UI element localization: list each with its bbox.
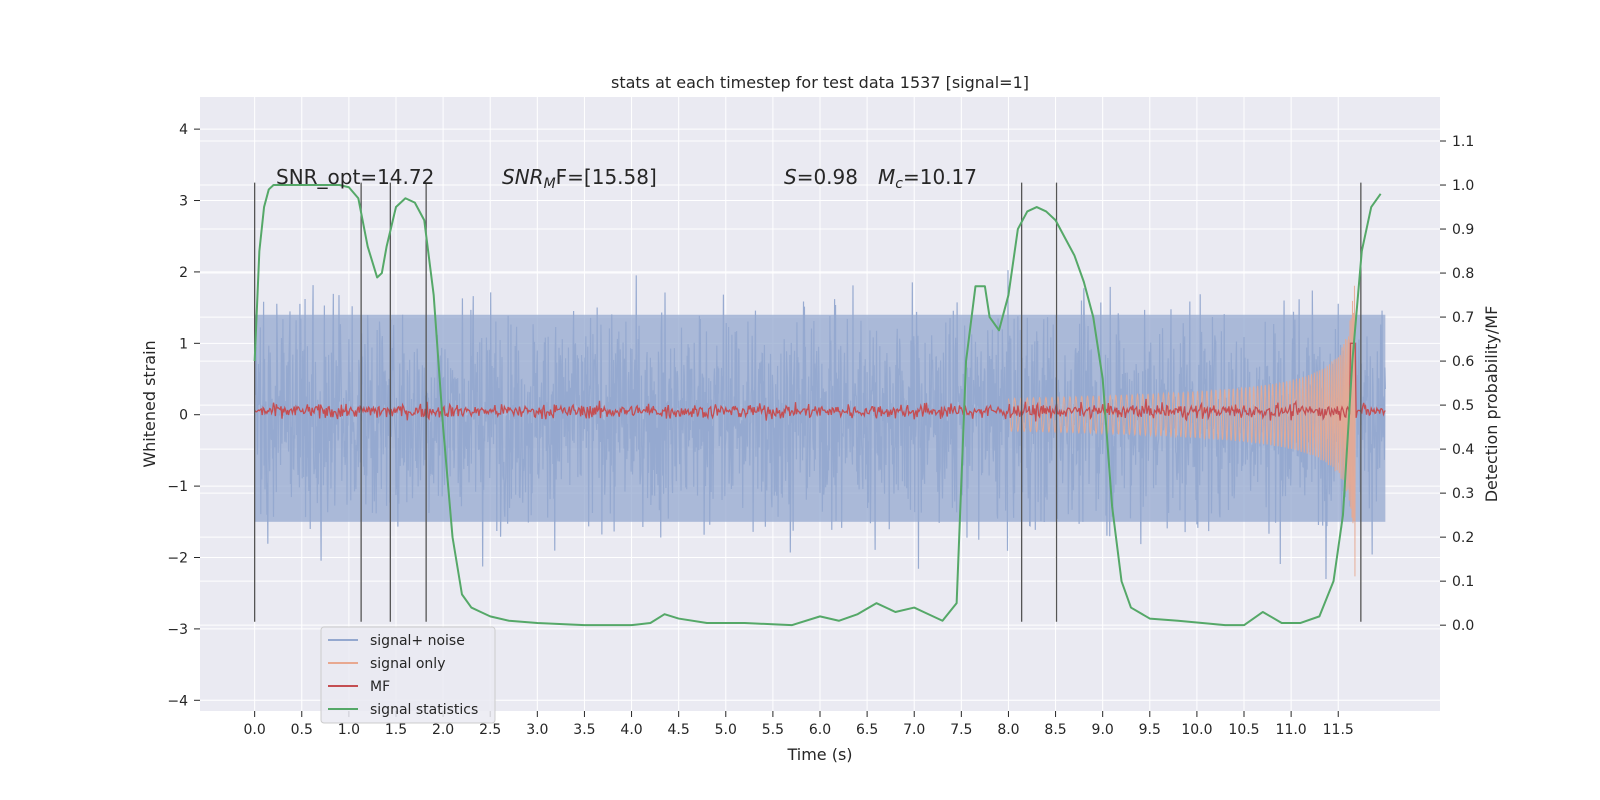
x-tick-label: 6.5 (856, 722, 878, 738)
y-tick-label-left: 2 (179, 265, 188, 281)
y-tick-label-left: 1 (179, 336, 188, 352)
x-tick-label: 4.5 (668, 722, 690, 738)
y-axis-label-right: Detection probability/MF (1482, 306, 1501, 503)
x-tick-label: 6.0 (809, 722, 831, 738)
y-tick-label-right: 1.0 (1452, 178, 1474, 194)
y-tick-label-left: 3 (179, 194, 188, 210)
signal-statistics-line (253, 184, 1382, 627)
right-y-axis-ticks: 1.1 1.0 0.9 0.8 0.7 0.6 0.5 0.4 0.3 0.2 0.1 0.0 (1440, 134, 1474, 634)
y-tick-label-right: 0.8 (1452, 266, 1474, 282)
vertical-markers (254, 182, 1362, 622)
signal-only-series (1007, 285, 1356, 577)
left-y-axis-ticks: 4 3 2 1 0 −1 −2 −3 −4 (167, 122, 200, 709)
legend-box (320, 626, 496, 724)
x-tick-label: 8.0 (997, 722, 1019, 738)
annotation-snr-mf: SNRMF=[15.58] (502, 165, 657, 192)
y-tick-label-right: 0.1 (1452, 574, 1474, 590)
x-tick-label: 1.5 (385, 722, 407, 738)
x-tick-label: 0.0 (244, 722, 266, 738)
x-tick-label: 11.5 (1323, 722, 1354, 738)
y-tick-label-left: −3 (167, 622, 188, 638)
x-tick-label: 5.5 (762, 722, 784, 738)
y-tick-label-left: −1 (167, 479, 188, 495)
x-tick-label: 8.5 (1044, 722, 1066, 738)
x-tick-label: 2.0 (432, 722, 454, 738)
x-tick-label: 9.0 (1092, 722, 1114, 738)
mf-line (254, 342, 1386, 422)
x-tick-label: 1.0 (338, 722, 360, 738)
x-axis-ticks: 0.0 0.5 1.0 1.5 2.0 2.5 3.0 3.5 4.0 4.5 5.0 5.5 6.0 6… (244, 711, 1354, 738)
y-tick-label-left: −2 (167, 551, 188, 567)
x-tick-label: 7.5 (950, 722, 972, 738)
signal-statistics-series (253, 184, 1382, 627)
y-tick-label-right: 0.4 (1452, 442, 1474, 458)
x-axis-label: Time (s) (786, 745, 852, 764)
x-tick-label: 4.0 (620, 722, 642, 738)
x-tick-label: 10.5 (1228, 722, 1259, 738)
chart-title: stats at each timestep for test data 153… (611, 73, 1029, 92)
y-tick-label-left: 0 (179, 408, 188, 424)
x-tick-label: 3.0 (526, 722, 548, 738)
legend-label-signal-statistics: signal statistics (370, 702, 478, 718)
y-tick-label-left: −4 (167, 693, 188, 709)
y-tick-label-right: 0.7 (1452, 310, 1474, 326)
legend-label-mf: MF (370, 679, 390, 695)
y-tick-label-right: 0.9 (1452, 222, 1474, 238)
y-tick-label-right: 0.6 (1452, 354, 1474, 370)
legend: signal+ noise signal only MF signal stat… (320, 626, 496, 724)
y-axis-label-left: Whitened strain (140, 340, 159, 467)
x-tick-label: 2.5 (479, 722, 501, 738)
signal-only-line (1007, 285, 1356, 577)
annotation-mc: Mc=10.17 (878, 165, 977, 192)
y-tick-label-right: 0.2 (1452, 530, 1474, 546)
y-tick-label-right: 0.3 (1452, 486, 1474, 502)
x-tick-label: 9.5 (1139, 722, 1161, 738)
annotation-s: S=0.98 (784, 165, 858, 189)
mf-series (254, 342, 1386, 422)
y-tick-label-right: 0.0 (1452, 618, 1474, 634)
y-tick-label-left: 4 (179, 122, 188, 138)
legend-label-signal-noise: signal+ noise (370, 633, 465, 649)
y-tick-label-right: 1.1 (1452, 134, 1474, 150)
x-tick-label: 0.5 (291, 722, 313, 738)
x-tick-label: 3.5 (573, 722, 595, 738)
x-tick-label: 7.0 (903, 722, 925, 738)
legend-label-signal-only: signal only (370, 656, 445, 672)
y-tick-label-right: 0.5 (1452, 398, 1474, 414)
x-tick-label: 11.0 (1276, 722, 1307, 738)
x-tick-label: 5.0 (715, 722, 737, 738)
x-tick-label: 10.0 (1181, 722, 1212, 738)
signal-noise-band (254, 314, 1386, 522)
annotation-snr-opt: SNR_opt=14.72 (276, 165, 434, 189)
